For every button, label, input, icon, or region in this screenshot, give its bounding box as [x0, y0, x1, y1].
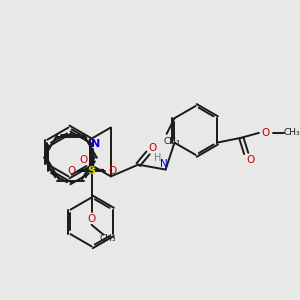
Text: O: O [246, 155, 254, 165]
Text: CH₃: CH₃ [163, 137, 180, 146]
Text: O: O [108, 166, 116, 176]
Text: N: N [160, 159, 167, 169]
Text: O: O [67, 166, 75, 176]
Text: CH₃: CH₃ [100, 234, 117, 243]
Text: CH₃: CH₃ [284, 128, 300, 137]
Text: N: N [91, 139, 100, 148]
Text: O: O [149, 143, 157, 153]
Text: O: O [88, 214, 96, 224]
Text: O: O [80, 155, 88, 165]
Text: H: H [154, 153, 161, 163]
Text: O: O [262, 128, 270, 138]
Text: S: S [88, 166, 96, 176]
